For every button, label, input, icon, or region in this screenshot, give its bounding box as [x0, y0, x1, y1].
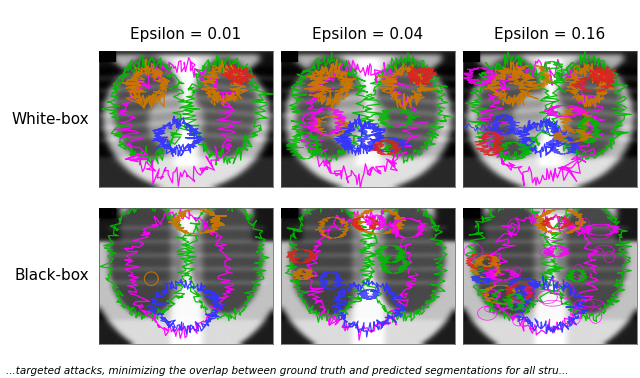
- Text: Epsilon = 0.01: Epsilon = 0.01: [131, 26, 241, 42]
- Bar: [463, 51, 479, 60]
- Bar: [99, 51, 115, 60]
- Bar: [463, 208, 479, 217]
- Text: White-box: White-box: [12, 112, 90, 127]
- Bar: [281, 51, 297, 60]
- Text: ...targeted attacks, minimizing the overlap between ground truth and predicted s: ...targeted attacks, minimizing the over…: [6, 366, 569, 376]
- Text: Black-box: Black-box: [15, 268, 90, 284]
- Bar: [99, 208, 115, 217]
- Text: Epsilon = 0.04: Epsilon = 0.04: [312, 26, 424, 42]
- Text: Epsilon = 0.16: Epsilon = 0.16: [494, 26, 605, 42]
- Bar: [281, 208, 297, 217]
